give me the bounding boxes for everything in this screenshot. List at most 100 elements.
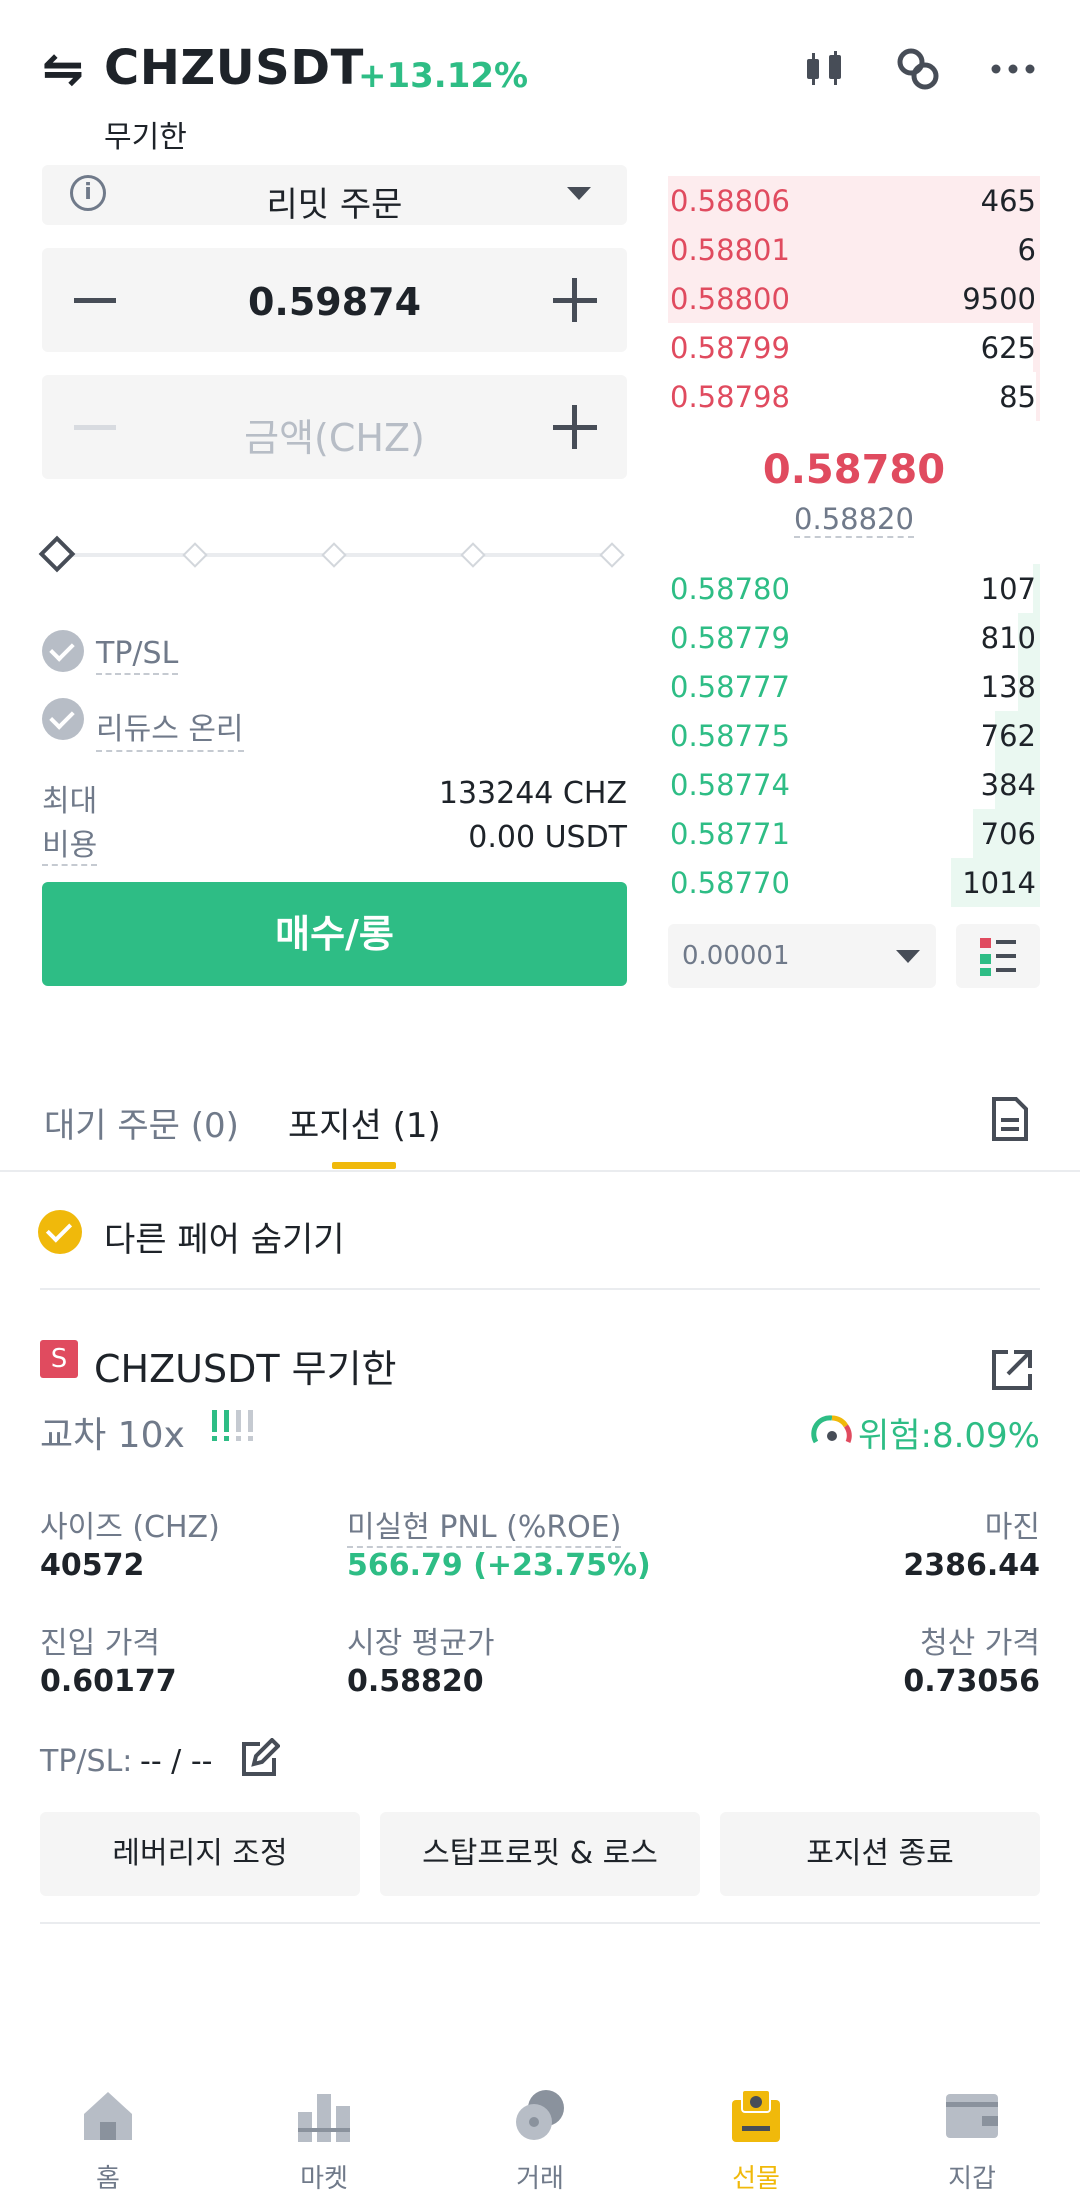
- orderbook-layout-button[interactable]: [956, 924, 1040, 988]
- short-badge: S: [40, 1340, 78, 1378]
- decrease-price-button[interactable]: [74, 298, 116, 303]
- home-icon: [84, 2092, 132, 2140]
- bid-depth-bar: [951, 858, 1040, 907]
- ask-depth-bar: [1033, 323, 1040, 372]
- contract-type-label: 무기한: [104, 120, 187, 155]
- last-price[interactable]: 0.58780: [762, 447, 946, 493]
- edit-icon[interactable]: [240, 1737, 281, 1782]
- nav-wallet[interactable]: 지갑: [864, 2088, 1080, 2194]
- divider: [0, 1170, 1080, 1172]
- trade-icon: [516, 2090, 564, 2140]
- tpsl-button[interactable]: 스탑프로핏 & 로스: [380, 1812, 700, 1896]
- swap-icon[interactable]: ⇋: [42, 40, 84, 98]
- margin-mode-label: 교차 10x: [40, 1415, 185, 1456]
- price-value[interactable]: 0.59874: [247, 280, 422, 324]
- ask-row[interactable]: 0.58806 465: [668, 176, 1040, 225]
- nav-markets[interactable]: 마켓: [216, 2088, 432, 2194]
- bid-row[interactable]: 0.58771 706: [668, 809, 1040, 858]
- liq-price-value: 0.73056: [903, 1664, 1040, 1699]
- divider: [40, 1288, 1040, 1290]
- bid-depth-bar: [1018, 662, 1040, 711]
- slider-step-25[interactable]: [182, 542, 208, 568]
- ask-qty: 465: [980, 184, 1036, 218]
- bid-depth-bar: [995, 711, 1040, 760]
- bid-row[interactable]: 0.58777 138: [668, 662, 1040, 711]
- slider-step-75[interactable]: [460, 542, 486, 568]
- amount-placeholder[interactable]: 금액(CHZ): [244, 416, 425, 460]
- nav-label: 선물: [732, 2164, 780, 2194]
- position-tpsl-value: -- / --: [140, 1744, 213, 1779]
- reduce-only-label: 리듀스 온리: [96, 704, 244, 752]
- bid-depth-bar: [995, 760, 1040, 809]
- document-icon[interactable]: [990, 1096, 1030, 1146]
- adjust-leverage-button[interactable]: 레버리지 조정: [40, 1812, 360, 1896]
- candlestick-icon[interactable]: [800, 44, 850, 94]
- size-value: 40572: [40, 1548, 145, 1583]
- link-icon[interactable]: [893, 44, 943, 94]
- bid-price: 0.58780: [670, 572, 790, 606]
- cost-value: 0.00 USDT: [468, 820, 627, 855]
- order-type-select[interactable]: i 리밋 주문: [42, 165, 627, 225]
- nav-trade[interactable]: 거래: [432, 2088, 648, 2194]
- ask-row[interactable]: 0.58799 625: [668, 323, 1040, 372]
- bid-qty: 384: [980, 768, 1036, 802]
- more-icon[interactable]: [988, 44, 1038, 94]
- bid-qty: 1014: [962, 866, 1036, 900]
- price-input[interactable]: 0.59874: [42, 248, 627, 352]
- slider-step-100[interactable]: [599, 542, 625, 568]
- market-icon: [298, 2094, 350, 2142]
- nav-label: 홈: [96, 2164, 120, 2194]
- ask-row[interactable]: 0.58800 9500: [668, 274, 1040, 323]
- tpsl-checkbox[interactable]: [42, 630, 84, 672]
- position-tpsl-label: TP/SL:: [40, 1744, 133, 1779]
- buy-long-button[interactable]: 매수/롱: [42, 882, 627, 986]
- bid-row[interactable]: 0.58770 1014: [668, 858, 1040, 907]
- margin-value: 2386.44: [903, 1548, 1040, 1583]
- bid-row[interactable]: 0.58779 810: [668, 613, 1040, 662]
- bid-row[interactable]: 0.58775 762: [668, 711, 1040, 760]
- nav-label: 거래: [516, 2164, 564, 2194]
- info-icon[interactable]: i: [70, 175, 106, 211]
- share-icon[interactable]: [990, 1348, 1034, 1396]
- bid-qty: 138: [980, 670, 1036, 704]
- decrease-amount-button[interactable]: [74, 425, 116, 430]
- hide-other-pairs-label: 다른 페어 숨기기: [104, 1220, 345, 1260]
- ask-price: 0.58799: [670, 331, 790, 365]
- tick-size-select[interactable]: 0.00001: [668, 924, 936, 988]
- mark-price-value: 0.58820: [347, 1664, 484, 1699]
- orderbook-layout-icon: [980, 938, 1016, 976]
- ask-row[interactable]: 0.58798 85: [668, 372, 1040, 421]
- nav-futures[interactable]: 선물: [648, 2088, 864, 2194]
- reduce-only-checkbox[interactable]: [42, 698, 84, 740]
- close-position-button[interactable]: 포지션 종료: [720, 1812, 1040, 1896]
- slider-handle[interactable]: [38, 535, 76, 573]
- risk-level-indicator: [210, 1408, 258, 1448]
- bid-row[interactable]: 0.58774 384: [668, 760, 1040, 809]
- position-title: CHZUSDT 무기한: [94, 1347, 397, 1391]
- ask-qty: 9500: [962, 282, 1036, 316]
- ask-row[interactable]: 0.58801 6: [668, 225, 1040, 274]
- bid-qty: 706: [980, 817, 1036, 851]
- slider-step-50[interactable]: [321, 542, 347, 568]
- ask-price: 0.58806: [670, 184, 790, 218]
- bid-depth-bar: [1018, 613, 1040, 662]
- amount-input[interactable]: 금액(CHZ): [42, 375, 627, 479]
- entry-price-label: 진입 가격: [40, 1626, 160, 1661]
- ask-qty: 625: [980, 331, 1036, 365]
- hide-other-pairs-checkbox[interactable]: [38, 1210, 82, 1254]
- ask-depth-bar: [668, 274, 1040, 323]
- bid-row[interactable]: 0.58780 107: [668, 564, 1040, 613]
- tab-positions[interactable]: 포지션 (1): [288, 1106, 441, 1146]
- ask-depth-bar: [1036, 372, 1040, 421]
- active-tab-indicator: [332, 1162, 396, 1169]
- tpsl-label: TP/SL: [96, 636, 179, 675]
- symbol-title[interactable]: CHZUSDT: [104, 40, 364, 96]
- cost-label: 비용: [42, 820, 98, 866]
- nav-home[interactable]: 홈: [0, 2088, 216, 2194]
- bid-qty: 810: [980, 621, 1036, 655]
- bid-price: 0.58777: [670, 670, 790, 704]
- risk-gauge-icon: [810, 1410, 854, 1454]
- tab-open-orders[interactable]: 대기 주문 (0): [44, 1106, 239, 1146]
- pnl-label: 미실현 PNL (%ROE): [347, 1502, 622, 1548]
- risk-ratio: 위험:8.09%: [857, 1416, 1040, 1456]
